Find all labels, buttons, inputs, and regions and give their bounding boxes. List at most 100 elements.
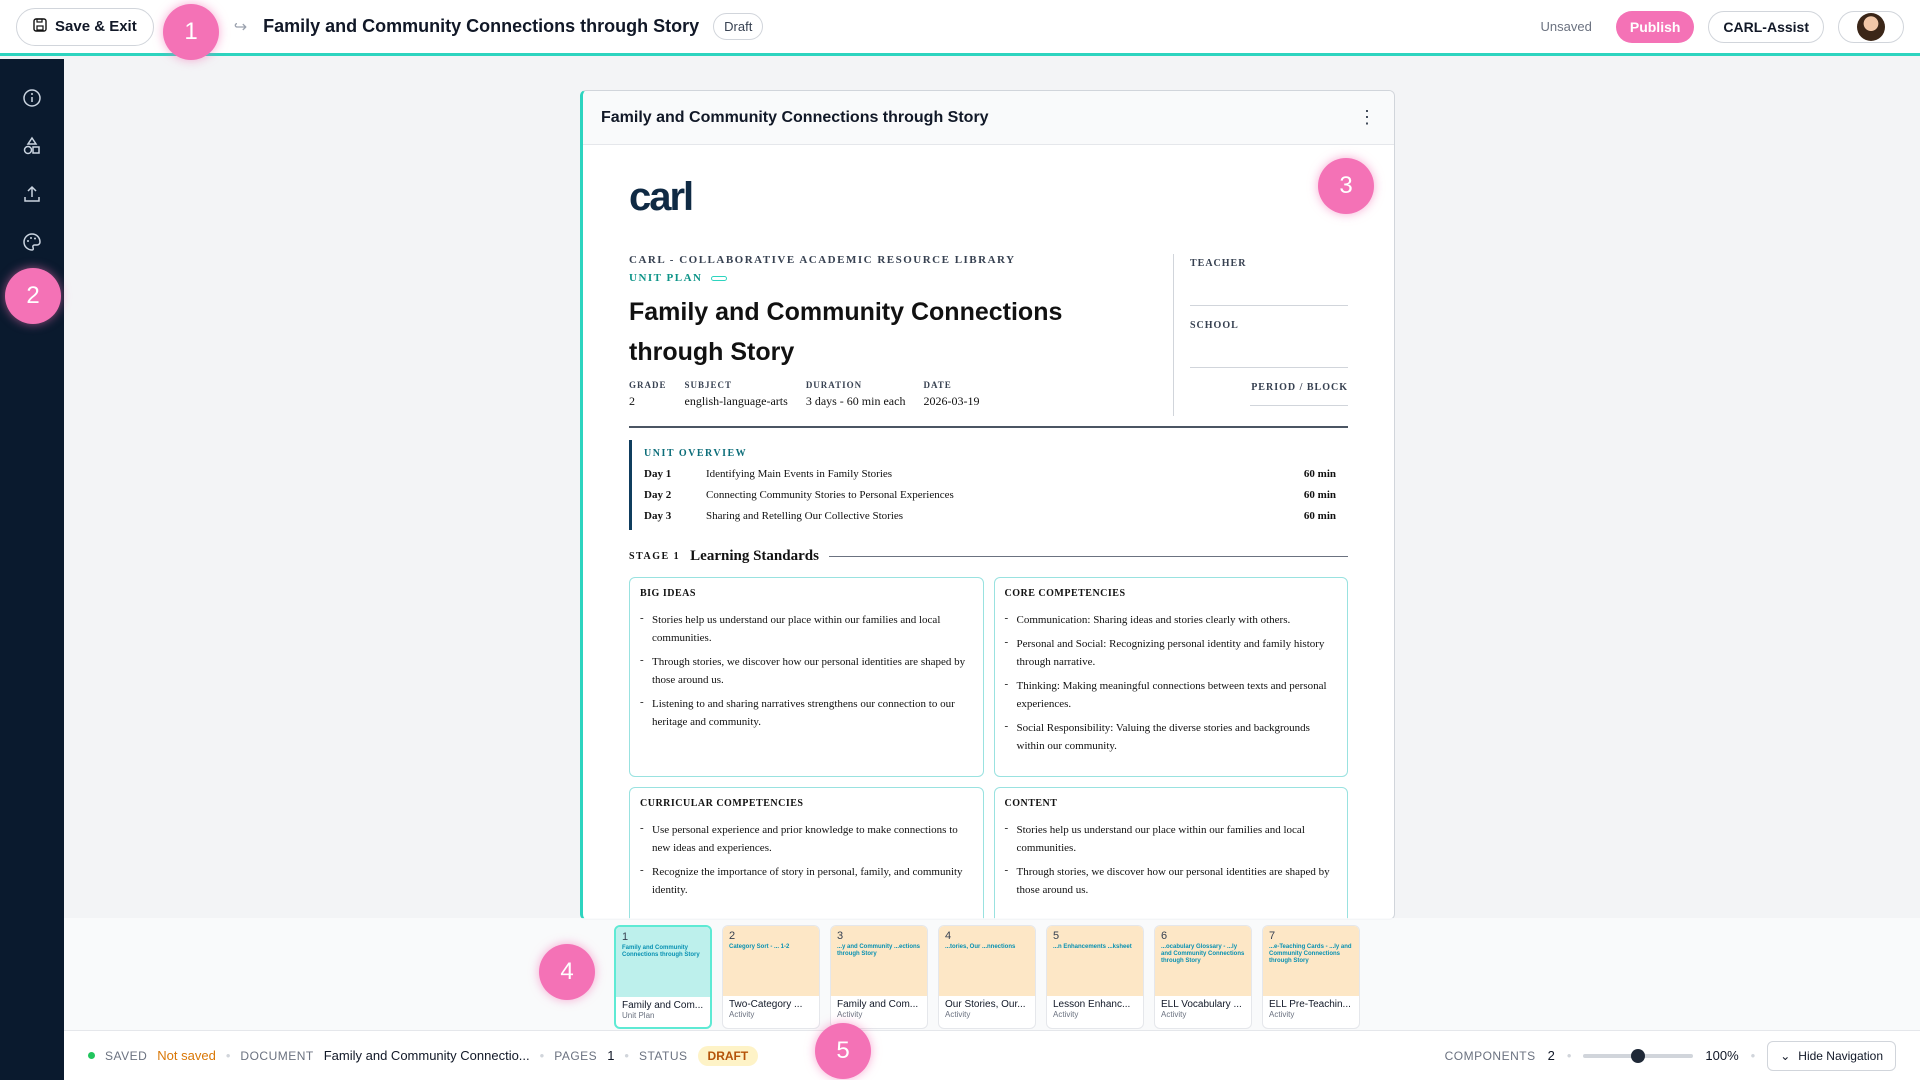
carl-assist-button[interactable]: CARL-Assist <box>1708 10 1824 43</box>
draft-pill: Draft <box>713 13 764 40</box>
stage-label: STAGE 1 <box>629 551 681 562</box>
topbar-actions: Unsaved Publish CARL-Assist <box>1541 10 1904 43</box>
top-bar: Save & Exit ↪ Family and Community Conne… <box>0 0 1920 56</box>
meta-value: 2 <box>629 394 635 408</box>
pages-key: PAGES <box>554 1048 598 1063</box>
palette-icon[interactable] <box>21 231 43 253</box>
card-item: Use personal experience and prior knowle… <box>640 819 973 857</box>
thumbnail-number: 6 <box>1161 930 1168 942</box>
page-thumbnail[interactable]: 3 ...y and Community ...ections through S… <box>830 925 928 1029</box>
overview-row: Day 3 Sharing and Retelling Our Collectiv… <box>644 510 1336 522</box>
stage-rule <box>828 556 1348 557</box>
status-bar: SAVED Not saved • DOCUMENT Family and Co… <box>64 1030 1920 1080</box>
thumbnail-type: Activity <box>1161 1010 1187 1019</box>
thumbnail-number: 1 <box>622 931 629 943</box>
teacher-field[interactable]: TEACHER <box>1190 254 1348 306</box>
card-item: Personal and Social: Recognizing persona… <box>1005 633 1338 671</box>
save-icon <box>33 17 47 36</box>
page-thumbnails: 1 Family and Community Connections throug… <box>614 925 1360 1029</box>
page-thumbnail[interactable]: 1 Family and Community Connections throug… <box>614 925 712 1029</box>
shapes-icon[interactable] <box>21 135 43 157</box>
thumbnail-number: 5 <box>1053 930 1060 942</box>
separator-dot: • <box>624 1048 629 1063</box>
thumbnail-mini-title: ...n Enhancements ...ksheet <box>1053 944 1132 950</box>
thumbnail-type: Activity <box>837 1010 863 1019</box>
document-header-left: CARL - COLLABORATIVE ACADEMIC RESOURCE L… <box>629 254 1174 416</box>
thumbnail-label: Our Stories, Our... <box>945 999 1026 1010</box>
meta-duration: DURATION 3 days - 60 min each <box>806 380 906 409</box>
redo-icon[interactable]: ↪ <box>233 18 248 36</box>
big-ideas-card: BIG IDEAS Stories help us understand our… <box>629 577 984 777</box>
meta-value: 2026-03-19 <box>923 394 980 408</box>
overview-topic: Identifying Main Events in Family Storie… <box>706 468 893 480</box>
document-key: DOCUMENT <box>240 1048 314 1063</box>
document-page: carl CARL - COLLABORATIVE ACADEMIC RESOU… <box>583 145 1394 919</box>
thumbnail-preview: 1 Family and Community Connections throug… <box>616 927 710 997</box>
card-item: Recognize the importance of story in per… <box>640 861 973 899</box>
page-thumbnail[interactable]: 6 ...ocabulary Glossary - ...ly and Commu… <box>1154 925 1252 1029</box>
thumbnail-preview: 5 ...n Enhancements ...ksheet <box>1047 926 1143 996</box>
header-divider <box>629 426 1348 428</box>
meta-key: DATE <box>923 380 952 390</box>
hide-navigation-button[interactable]: ⌄ Hide Navigation <box>1767 1040 1896 1071</box>
thumbnail-preview: 3 ...y and Community ...ections through S… <box>831 926 927 996</box>
page-thumbnail[interactable]: 2 Category Sort - ... 1-2 Two-Category ...… <box>722 925 820 1029</box>
thumbnail-number: 7 <box>1269 930 1276 942</box>
content-card: CONTENT Stories help us understand our p… <box>993 787 1348 919</box>
unit-plan-text: UNIT PLAN <box>629 272 703 284</box>
thumbnail-number: 2 <box>729 930 736 942</box>
marker-badge: 2 <box>5 268 61 324</box>
publish-button[interactable]: Publish <box>1615 10 1695 43</box>
page-thumbnail[interactable]: 4 ...tories, Our ...nnections Our Stories,… <box>938 925 1036 1029</box>
components-key: COMPONENTS <box>1444 1048 1536 1063</box>
document-value: Family and Community Connectio... <box>323 1048 530 1063</box>
separator-dot: • <box>1750 1048 1756 1063</box>
marker-badge: 4 <box>539 944 595 1000</box>
library-name: CARL - COLLABORATIVE ACADEMIC RESOURCE L… <box>629 254 1016 266</box>
unit-overview-title: UNIT OVERVIEW <box>644 448 748 459</box>
thumbnail-mini-title: Family and Community Connections through… <box>622 945 700 958</box>
info-icon[interactable] <box>21 87 43 109</box>
save-exit-button[interactable]: Save & Exit <box>16 7 154 46</box>
thumbnail-type: Activity <box>1053 1010 1079 1019</box>
document-title: Family and Community Connections through… <box>263 16 700 36</box>
thumbnail-label: Family and Com... <box>622 1000 704 1011</box>
marker-badge: 3 <box>1318 158 1374 214</box>
period-field[interactable]: PERIOD / BLOCK <box>1250 378 1348 406</box>
overview-day: Day 2 <box>644 489 672 501</box>
overview-day: Day 3 <box>644 510 672 522</box>
meta-value: english-language-arts <box>684 394 788 408</box>
document-header-block: CARL - COLLABORATIVE ACADEMIC RESOURCE L… <box>629 254 1348 416</box>
thumbnail-type: Activity <box>1269 1010 1295 1019</box>
overview-row: Day 2 Connecting Community Stories to Per… <box>644 489 1336 501</box>
overview-topic: Connecting Community Stories to Personal… <box>706 489 954 501</box>
page-thumbnail[interactable]: 7 ...e-Teaching Cards - ...ly and Communi… <box>1262 925 1360 1029</box>
stage-name: Learning Standards <box>690 548 819 564</box>
thumbnail-label: ELL Pre-Teachin... <box>1269 999 1351 1010</box>
zoom-slider[interactable] <box>1583 1048 1694 1063</box>
hide-navigation-label: Hide Navigation <box>1798 1048 1883 1063</box>
status-bar-right: COMPONENTS 2 • 100% • ⌄ Hide Navigation <box>1444 1040 1896 1071</box>
thumbnail-number: 4 <box>945 930 952 942</box>
page-thumbnail[interactable]: 5 ...n Enhancements ...ksheet Lesson Enhan… <box>1046 925 1144 1029</box>
overview-minutes: 60 min <box>1303 510 1336 522</box>
thumbnail-preview: 6 ...ocabulary Glossary - ...ly and Commu… <box>1155 926 1251 996</box>
thumbnail-label: Lesson Enhanc... <box>1053 999 1131 1010</box>
save-exit-label: Save & Exit <box>55 18 137 35</box>
document-card-title: Family and Community Connections through… <box>601 108 989 126</box>
thumbnail-number: 3 <box>837 930 844 942</box>
upload-icon[interactable] <box>21 183 43 205</box>
card-title: BIG IDEAS <box>640 588 696 599</box>
curricular-competencies-card: CURRICULAR COMPETENCIES Use personal exp… <box>629 787 984 919</box>
unit-title: Family and Community Connections through… <box>629 298 1063 366</box>
document-card-header: Family and Community Connections through… <box>583 91 1394 145</box>
user-avatar[interactable] <box>1838 10 1904 43</box>
more-options-icon[interactable]: ⋮ <box>1358 107 1376 127</box>
separator-dot: • <box>1566 1048 1572 1063</box>
zoom-slider-knob[interactable] <box>1631 1048 1646 1063</box>
separator-dot: • <box>539 1048 545 1063</box>
card-title: CURRICULAR COMPETENCIES <box>640 798 804 809</box>
thumbnail-mini-title: ...y and Community ...ections through St… <box>837 944 921 957</box>
school-field[interactable]: SCHOOL <box>1190 316 1348 368</box>
unit-meta: GRADE 2 SUBJECT english-language-arts DURA… <box>629 380 1163 409</box>
